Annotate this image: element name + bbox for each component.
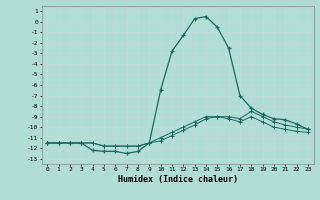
- X-axis label: Humidex (Indice chaleur): Humidex (Indice chaleur): [118, 175, 237, 184]
